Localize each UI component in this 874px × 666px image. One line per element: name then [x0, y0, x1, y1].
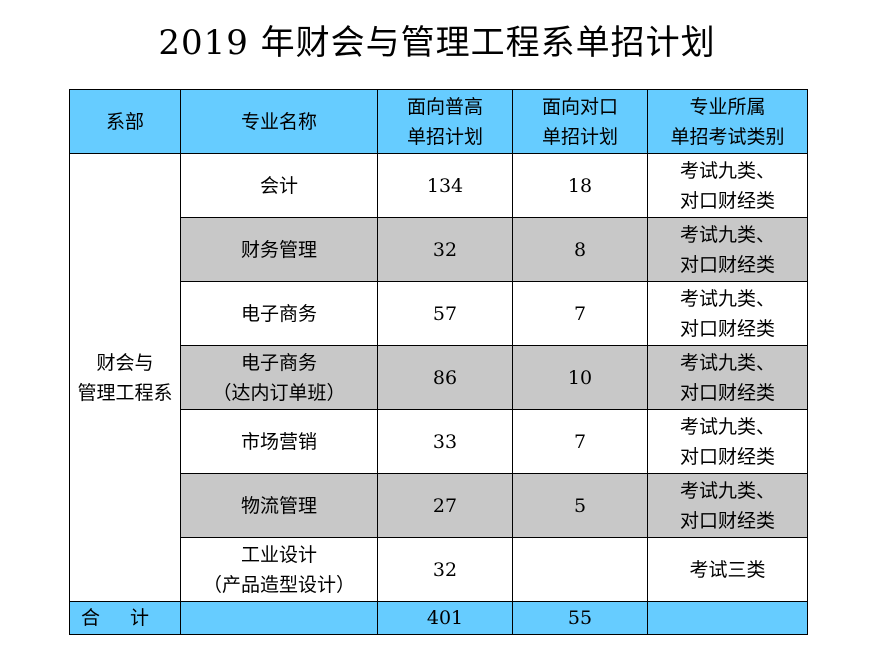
- exam-category-cell: 考试九类、 对口财经类: [647, 281, 808, 346]
- total-general: 401: [377, 601, 513, 635]
- total-category-empty: [647, 601, 808, 635]
- table-row: 电子商务 57 7 考试九类、 对口财经类: [70, 281, 808, 346]
- total-vocational: 55: [512, 601, 648, 635]
- exam-category-cell: 考试三类: [647, 537, 808, 602]
- general-plan-cell: 57: [377, 281, 513, 346]
- enrollment-plan-table: 系部 专业名称 面向普高 单招计划 面向对口 单招计划 专业所属 单招考试类别 …: [69, 89, 808, 635]
- header-vocational-plan: 面向对口 单招计划: [512, 89, 648, 154]
- major-cell: 工业设计 （产品造型设计）: [180, 537, 378, 602]
- major-cell: 电子商务: [180, 281, 378, 346]
- general-plan-cell: 27: [377, 473, 513, 538]
- major-cell: 电子商务 （达内订单班）: [180, 345, 378, 410]
- exam-category-cell: 考试九类、 对口财经类: [647, 153, 808, 218]
- table-row: 财会与 管理工程系 会计 134 18 考试九类、 对口财经类: [69, 153, 808, 602]
- header-exam-category: 专业所属 单招考试类别: [647, 89, 808, 154]
- vocational-plan-cell: 10: [512, 345, 648, 410]
- table-row: 财务管理 32 8 考试九类、 对口财经类: [70, 217, 808, 282]
- general-plan-cell: 32: [377, 217, 513, 282]
- header-dept: 系部: [69, 89, 181, 154]
- table-row: 市场营销 33 7 考试九类、 对口财经类: [70, 409, 808, 474]
- total-major-empty: [180, 601, 378, 635]
- department-cell: 财会与 管理工程系: [69, 153, 181, 602]
- table-row: 物流管理 27 5 考试九类、 对口财经类: [70, 473, 808, 538]
- vocational-plan-cell: 5: [512, 473, 648, 538]
- total-label: 合计: [69, 601, 181, 635]
- exam-category-cell: 考试九类、 对口财经类: [647, 345, 808, 410]
- major-cell: 会计: [180, 153, 378, 218]
- table-header-row: 系部 专业名称 面向普高 单招计划 面向对口 单招计划 专业所属 单招考试类别: [69, 89, 808, 154]
- vocational-plan-cell: 18: [512, 153, 648, 218]
- vocational-plan-cell: 8: [512, 217, 648, 282]
- general-plan-cell: 32: [377, 537, 513, 602]
- exam-category-cell: 考试九类、 对口财经类: [647, 217, 808, 282]
- table-row: 工业设计 （产品造型设计） 32 考试三类: [70, 537, 808, 602]
- vocational-plan-cell: [512, 537, 648, 602]
- major-cell: 财务管理: [180, 217, 378, 282]
- table-row: 电子商务 （达内订单班） 86 10 考试九类、 对口财经类: [70, 345, 808, 410]
- header-general-plan: 面向普高 单招计划: [377, 89, 513, 154]
- exam-category-cell: 考试九类、 对口财经类: [647, 409, 808, 474]
- header-major: 专业名称: [180, 89, 378, 154]
- general-plan-cell: 134: [377, 153, 513, 218]
- page-title: 2019 年财会与管理工程系单招计划: [158, 23, 716, 63]
- major-cell: 市场营销: [180, 409, 378, 474]
- general-plan-cell: 33: [377, 409, 513, 474]
- exam-category-cell: 考试九类、 对口财经类: [647, 473, 808, 538]
- general-plan-cell: 86: [377, 345, 513, 410]
- total-row: 合计 401 55: [69, 601, 808, 635]
- vocational-plan-cell: 7: [512, 409, 648, 474]
- major-cell: 物流管理: [180, 473, 378, 538]
- vocational-plan-cell: 7: [512, 281, 648, 346]
